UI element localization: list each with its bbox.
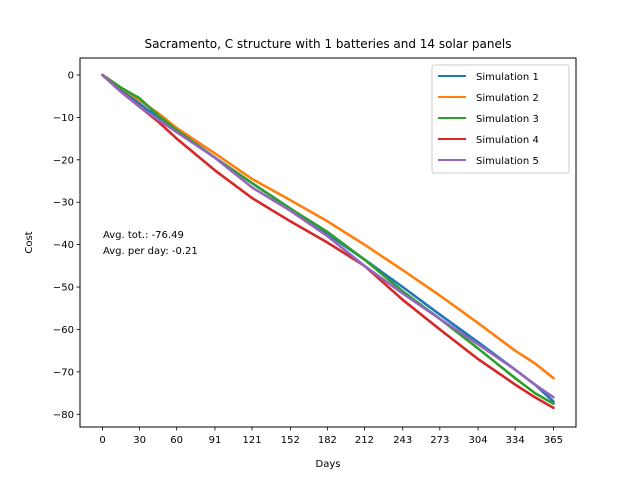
x-tick-label: 152 xyxy=(281,435,300,446)
x-tick-label: 0 xyxy=(99,435,105,446)
chart-title: Sacramento, C structure with 1 batteries… xyxy=(145,37,512,51)
legend-label: Simulation 4 xyxy=(476,135,539,146)
x-tick-label: 30 xyxy=(133,435,146,446)
y-tick-label: −20 xyxy=(53,155,74,166)
legend-label: Simulation 5 xyxy=(476,156,539,167)
y-tick-label: −10 xyxy=(53,113,74,124)
series-line-simulation-5 xyxy=(101,73,555,399)
x-tick-label: 212 xyxy=(355,435,374,446)
y-axis-label: Cost xyxy=(24,231,35,253)
y-tick-label: −80 xyxy=(53,410,74,421)
legend-label: Simulation 1 xyxy=(476,72,539,83)
x-tick-label: 243 xyxy=(393,435,412,446)
x-tick-label: 121 xyxy=(242,435,261,446)
y-tick-label: −50 xyxy=(53,283,74,294)
x-tick-label: 365 xyxy=(544,435,563,446)
series-line-simulation-3 xyxy=(101,73,555,406)
x-tick-label: 91 xyxy=(209,435,222,446)
x-axis-ticks: 0 30 60 91 121 152 182 212 243 273 304 334 365 xyxy=(99,427,563,446)
legend: Simulation 1 Simulation 2 Simulation 3 Simu… xyxy=(431,64,570,174)
y-tick-label: −30 xyxy=(53,198,74,209)
y-tick-label: −40 xyxy=(53,240,74,251)
x-tick-label: 334 xyxy=(506,435,525,446)
legend-box xyxy=(431,64,570,174)
legend-label: Simulation 2 xyxy=(476,93,539,104)
y-tick-label: −60 xyxy=(53,325,74,336)
x-axis-label: Days xyxy=(316,459,341,470)
y-axis-ticks: 0 −10 −20 −30 −40 −50 −60 −70 −80 xyxy=(53,70,80,421)
y-tick-label: 0 xyxy=(68,70,74,81)
annotation-avg-per-day: Avg. per day: -0.21 xyxy=(103,246,198,257)
plot-frame xyxy=(79,57,577,428)
annotation-avg-total: Avg. tot.: -76.49 xyxy=(103,230,184,241)
x-tick-label: 304 xyxy=(469,435,488,446)
x-tick-label: 182 xyxy=(318,435,337,446)
legend-label: Simulation 3 xyxy=(476,114,539,125)
x-tick-label: 60 xyxy=(170,435,183,446)
x-tick-label: 273 xyxy=(430,435,449,446)
series-group xyxy=(101,73,555,410)
y-tick-label: −70 xyxy=(53,367,74,378)
